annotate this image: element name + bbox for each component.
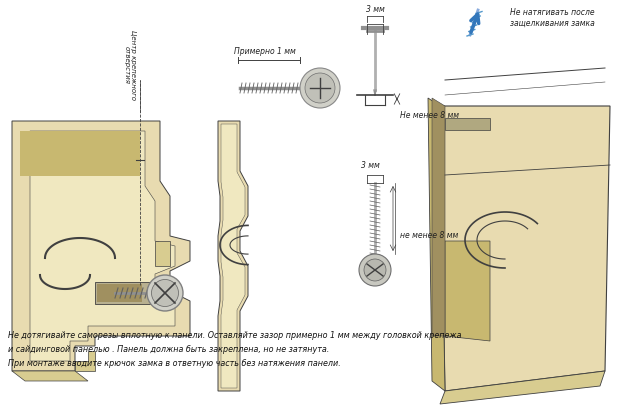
Text: Не натягивать после
защелкивания замка: Не натягивать после защелкивания замка (510, 8, 595, 28)
Text: не менее 8 мм: не менее 8 мм (400, 230, 458, 240)
Polygon shape (20, 131, 140, 176)
Circle shape (300, 68, 340, 108)
Bar (445, 118, 490, 130)
Text: Не дотягивайте саморезы вплотную к панели. Оставляйте зазор примерно 1 мм между : Не дотягивайте саморезы вплотную к панел… (8, 330, 461, 339)
Polygon shape (12, 371, 88, 381)
Circle shape (305, 73, 335, 103)
Text: При монтаже вводите крючок замка в ответную часть без натяжения панели.: При монтаже вводите крючок замка в ответ… (8, 359, 341, 367)
Polygon shape (440, 106, 610, 391)
Circle shape (359, 254, 391, 286)
Bar (95, 282, 165, 304)
Text: Не менее 8 мм: Не менее 8 мм (400, 111, 459, 119)
Circle shape (364, 259, 386, 281)
Text: 3 мм: 3 мм (366, 5, 384, 15)
Bar (97, 284, 142, 302)
Circle shape (151, 280, 179, 307)
Text: и сайдинговой панелью . Панель должна быть закреплена, но не затянута.: и сайдинговой панелью . Панель должна бы… (8, 344, 329, 354)
Polygon shape (432, 98, 445, 336)
Polygon shape (221, 124, 245, 388)
Text: Примерно 1 мм: Примерно 1 мм (234, 47, 296, 57)
Polygon shape (428, 98, 445, 391)
Bar (155, 241, 170, 266)
Bar (155, 291, 170, 306)
Polygon shape (12, 121, 190, 371)
Polygon shape (445, 241, 490, 341)
Polygon shape (440, 371, 605, 404)
Text: Центр крепежного
отверстия: Центр крепежного отверстия (123, 30, 136, 100)
Polygon shape (75, 351, 95, 371)
Text: 3 мм: 3 мм (361, 161, 379, 169)
Polygon shape (30, 131, 175, 361)
Polygon shape (218, 121, 248, 391)
Circle shape (147, 275, 183, 311)
